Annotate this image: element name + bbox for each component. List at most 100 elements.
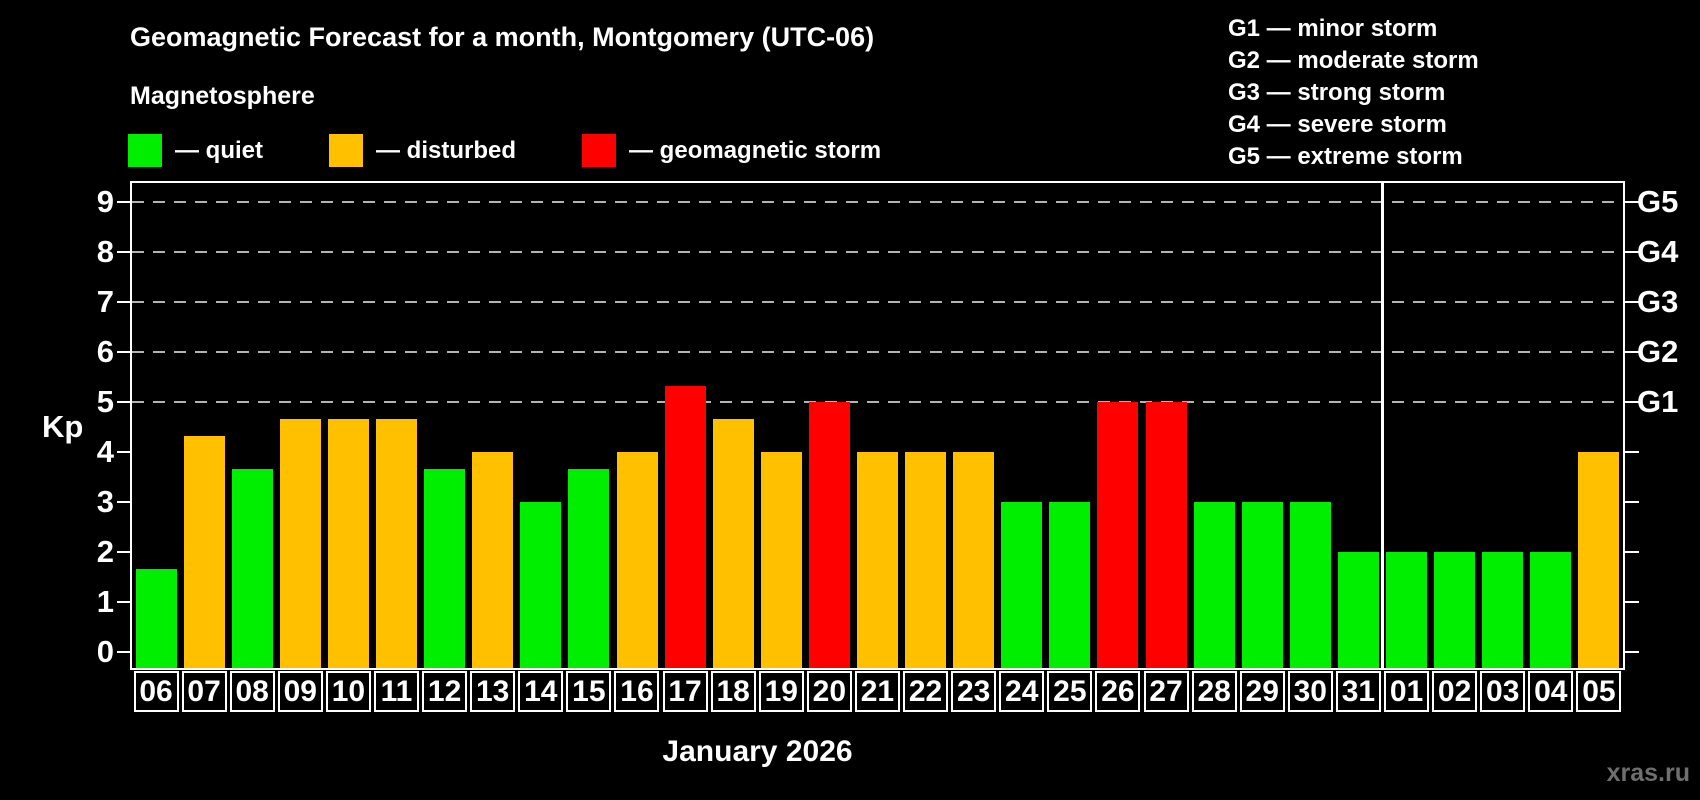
x-label-box: 07 <box>181 671 227 712</box>
x-label-box: 30 <box>1287 671 1333 712</box>
y-axis-title: Kp <box>42 409 84 444</box>
status-legend: — quiet — disturbed — geomagnetic storm <box>128 134 881 167</box>
x-label-box: 13 <box>470 671 516 712</box>
x-label-box: 27 <box>1143 671 1189 712</box>
kp-bar-day-01 <box>1386 552 1428 668</box>
y-axis-label-9: 9 <box>96 184 114 219</box>
y-axis-label-7: 7 <box>96 284 114 319</box>
right-axis-label-g5: G5 <box>1637 184 1679 219</box>
storm-scale-line-g2: G2 — moderate storm <box>1228 47 1479 74</box>
right-axis-tick <box>1625 551 1639 553</box>
y-axis-label-6: 6 <box>96 334 114 369</box>
legend-label-quiet: — quiet <box>175 137 263 164</box>
x-label-box: 11 <box>373 671 419 712</box>
x-label-box: 16 <box>614 671 660 712</box>
y-axis-label-4: 4 <box>96 434 114 469</box>
x-label-box: 31 <box>1335 671 1381 712</box>
kp-bar-day-08 <box>231 468 273 668</box>
quiet-swatch <box>128 134 162 167</box>
kp-bar-day-23 <box>953 452 995 668</box>
kp-bar-day-30 <box>1289 502 1331 668</box>
left-axis-tick <box>117 601 131 603</box>
kp-bar-day-21 <box>857 452 898 668</box>
y-axis-label-1: 1 <box>96 584 114 619</box>
x-label-box: 04 <box>1528 671 1574 712</box>
x-label-box: 19 <box>758 671 804 712</box>
storm-scale-line-g1: G1 — minor storm <box>1228 15 1438 42</box>
kp-bar-day-26 <box>1097 402 1139 668</box>
gridline-kp7 <box>132 301 1623 303</box>
right-axis-label-g1: G1 <box>1637 384 1679 419</box>
kp-bar-day-10 <box>327 418 369 668</box>
right-axis-tick <box>1625 201 1639 203</box>
x-label-box: 06 <box>133 671 179 712</box>
x-label-box: 10 <box>325 671 371 712</box>
chart-subtitle: Magnetosphere <box>130 82 315 110</box>
kp-bar-day-15 <box>568 468 610 668</box>
gridline-kp6 <box>132 351 1623 353</box>
x-label-box: 20 <box>806 671 852 712</box>
kp-bar-day-12 <box>424 468 466 668</box>
storm-swatch <box>582 134 617 167</box>
x-label-box: 29 <box>1239 671 1285 712</box>
gridline-kp9 <box>132 201 1623 203</box>
kp-bar-day-18 <box>712 418 754 668</box>
kp-bar-day-14 <box>520 502 562 668</box>
left-axis-tick <box>117 651 131 653</box>
y-axis-label-2: 2 <box>96 534 114 569</box>
kp-bar-day-17 <box>664 385 706 668</box>
x-label-box: 05 <box>1576 671 1622 712</box>
kp-bar-day-16 <box>616 452 658 668</box>
left-axis-tick <box>117 251 131 253</box>
y-axis-label-5: 5 <box>96 384 114 419</box>
kp-bar-day-22 <box>905 452 947 668</box>
kp-bar-day-25 <box>1049 502 1091 668</box>
left-axis-tick <box>117 351 131 353</box>
month-separator-line <box>1381 183 1385 668</box>
y-axis-label-3: 3 <box>96 484 114 519</box>
x-label-box: 21 <box>854 671 900 712</box>
right-axis-tick <box>1625 451 1639 453</box>
right-axis-label-g4: G4 <box>1637 234 1679 269</box>
kp-bar-day-05 <box>1578 452 1620 668</box>
x-label-box: 25 <box>1047 671 1093 712</box>
kp-bar-day-29 <box>1241 502 1283 668</box>
storm-scale-line-g4: G4 — severe storm <box>1228 111 1447 138</box>
left-axis-tick <box>117 201 131 203</box>
x-label-box: 22 <box>903 671 949 712</box>
x-label-box: 02 <box>1432 671 1478 712</box>
right-axis-tick <box>1625 401 1639 403</box>
kp-bar-day-19 <box>760 452 802 668</box>
plot-frame <box>130 181 1625 670</box>
kp-bar-day-02 <box>1434 552 1476 668</box>
gridline-kp5 <box>132 401 1623 403</box>
month-label: January 2026 <box>662 735 853 768</box>
kp-bar-day-11 <box>376 418 418 668</box>
gridline-kp8 <box>132 251 1623 253</box>
kp-bar-day-07 <box>183 435 225 668</box>
watermark: xras.ru <box>1606 759 1690 787</box>
right-axis-tick <box>1625 501 1639 503</box>
x-label-box: 15 <box>566 671 612 712</box>
x-label-box: 03 <box>1480 671 1526 712</box>
kp-bar-day-09 <box>279 418 321 668</box>
x-label-box: 08 <box>229 671 275 712</box>
kp-bar-day-27 <box>1145 402 1187 668</box>
kp-bar-day-24 <box>1001 502 1043 668</box>
storm-scale-line-g5: G5 — extreme storm <box>1228 143 1463 170</box>
legend-item-quiet: — quiet <box>128 134 263 167</box>
chart-title: Geomagnetic Forecast for a month, Montgo… <box>130 22 875 52</box>
right-axis-tick <box>1625 651 1639 653</box>
left-axis-tick <box>117 551 131 553</box>
right-axis-tick <box>1625 301 1639 303</box>
right-axis-tick <box>1625 351 1639 353</box>
right-axis-label-g2: G2 <box>1637 334 1679 369</box>
x-label-box: 26 <box>1095 671 1141 712</box>
x-label-box: 09 <box>277 671 323 712</box>
x-label-box: 23 <box>951 671 997 712</box>
x-label-box: 14 <box>518 671 564 712</box>
legend-item-storm: — geomagnetic storm <box>582 134 881 167</box>
left-axis-tick <box>117 401 131 403</box>
kp-bar-day-28 <box>1193 502 1235 668</box>
